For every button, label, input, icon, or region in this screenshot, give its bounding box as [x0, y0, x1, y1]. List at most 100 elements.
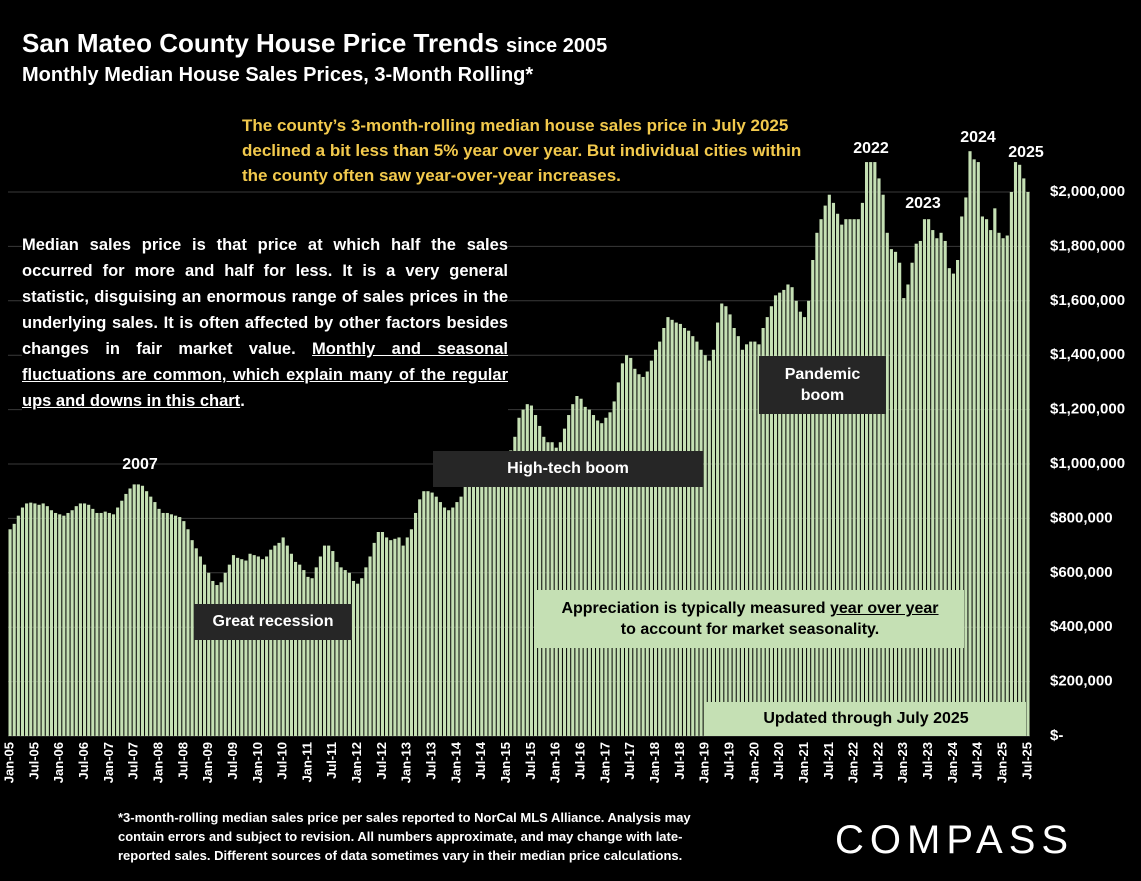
bar [831, 202, 836, 736]
bar [724, 306, 728, 736]
bar [132, 484, 136, 736]
bar [844, 219, 848, 736]
bar [124, 493, 128, 736]
bar [604, 417, 608, 736]
bar [153, 502, 157, 736]
bar [790, 287, 794, 736]
yellow-note: The county’s 3-month-rolling median hous… [242, 116, 802, 185]
bar [736, 336, 740, 736]
x-tick-label: Jul-14 [473, 741, 488, 779]
x-tick-label: Jul-08 [175, 742, 190, 780]
bar [583, 406, 587, 736]
x-tick-label: Jul-25 [1019, 742, 1034, 780]
bar [447, 510, 451, 736]
x-tick-label: Jul-24 [970, 741, 985, 779]
bar [529, 405, 533, 736]
x-tick-label: Jul-06 [76, 742, 91, 780]
bar [289, 553, 294, 736]
x-tick-label: Jul-23 [920, 742, 935, 780]
x-tick-label: Jul-07 [126, 742, 141, 780]
bar [360, 578, 364, 736]
bar [364, 567, 368, 736]
callout: Pandemic boom [759, 356, 886, 414]
bar [413, 512, 418, 736]
bar [322, 545, 327, 736]
bar [484, 474, 488, 736]
bar [571, 404, 575, 736]
bar [653, 349, 658, 736]
bar [509, 450, 513, 736]
bar [827, 194, 831, 737]
bar [703, 355, 707, 736]
x-tick-label: Jan-05 [2, 742, 17, 783]
bar [29, 502, 33, 736]
y-tick-label: $200,000 [1050, 673, 1113, 690]
x-tick-label: Jul-15 [523, 742, 538, 780]
year-label: 2007 [122, 456, 158, 473]
bar [422, 491, 426, 736]
bar [302, 570, 306, 736]
bar [476, 464, 480, 736]
bar [1018, 164, 1022, 737]
bar [716, 322, 720, 736]
x-tick-label: Jul-13 [424, 742, 439, 780]
bar [662, 328, 666, 736]
bar [293, 561, 298, 736]
bar [244, 560, 248, 736]
bar [976, 162, 980, 736]
bar [964, 197, 968, 736]
x-tick-label: Jul-11 [324, 742, 339, 779]
bar [161, 512, 165, 736]
bar [711, 349, 716, 736]
bar [169, 514, 174, 736]
updated-note: Updated through July 2025 [706, 702, 1026, 736]
median-note: Median sales price is that price at whic… [22, 232, 508, 414]
bar [629, 357, 633, 736]
bar [794, 300, 798, 736]
bar [687, 330, 691, 736]
x-tick-label: Jan-12 [349, 742, 364, 783]
bar [128, 488, 132, 736]
bar [550, 442, 554, 736]
chart-title: San Mateo County House Price Trends [22, 28, 499, 58]
bar [111, 514, 116, 736]
x-tick-label: Jan-14 [448, 741, 463, 783]
callout: Great recession [194, 604, 352, 640]
x-tick-label: Jan-23 [895, 742, 910, 783]
bar [848, 219, 852, 736]
x-tick-label: Jan-11 [299, 742, 314, 782]
bar [807, 300, 811, 736]
bar [492, 474, 496, 736]
title-suffix: since 2005 [506, 35, 608, 57]
subtitle: Monthly Median House Sales Prices, 3-Mon… [22, 64, 534, 86]
x-tick-label: Jul-12 [374, 742, 389, 780]
bar [542, 436, 546, 736]
bar [397, 537, 401, 736]
bar [749, 341, 753, 736]
bar [674, 322, 678, 736]
bar [773, 295, 778, 736]
bar [82, 503, 87, 736]
bar [931, 230, 935, 736]
bar [596, 420, 600, 736]
bar [356, 583, 360, 736]
bar [480, 469, 484, 736]
bar [562, 428, 567, 736]
bar [699, 349, 703, 736]
bar [989, 230, 993, 736]
x-tick-label: Jul-20 [771, 742, 786, 780]
bar [347, 572, 351, 736]
bar [658, 341, 662, 736]
bar [116, 507, 120, 736]
bar [1001, 238, 1005, 737]
bar [136, 484, 140, 736]
x-tick-label: Jul-10 [275, 742, 290, 780]
bar [720, 303, 724, 736]
bar [533, 415, 538, 736]
bar [612, 401, 616, 736]
bar [331, 551, 335, 736]
bar [670, 319, 674, 736]
bar [434, 496, 438, 736]
note-underlined: Monthly and seasonal fluctuations are co… [22, 340, 508, 410]
